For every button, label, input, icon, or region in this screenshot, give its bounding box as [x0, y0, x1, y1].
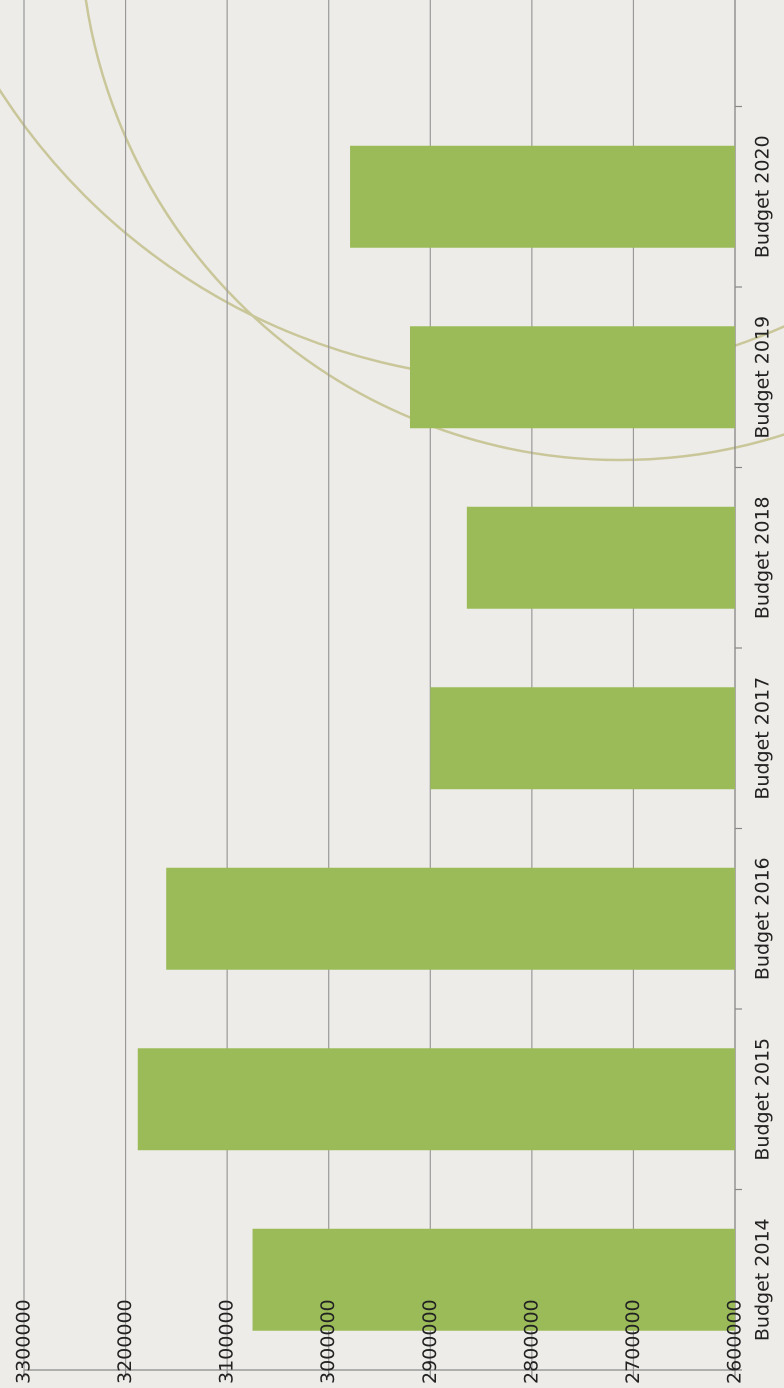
x-tick-label: 2900000	[419, 1299, 441, 1384]
decor-circle	[84, 0, 784, 462]
bar	[252, 1228, 736, 1331]
y-tick-label: Budget 2015	[752, 1038, 774, 1161]
x-tick-label: 3000000	[317, 1299, 339, 1384]
x-tick-label: 2700000	[622, 1299, 644, 1384]
bar	[430, 687, 735, 790]
x-tick-label: 3200000	[114, 1299, 136, 1384]
x-tick-label: 2600000	[724, 1299, 746, 1384]
x-tick-label: 3300000	[13, 1299, 35, 1384]
y-tick-label: Budget 2019	[752, 316, 774, 439]
y-tick-label: Budget 2018	[752, 496, 774, 619]
bar	[166, 867, 735, 970]
x-tick-label: 3100000	[216, 1299, 238, 1384]
y-tick-label: Budget 2016	[752, 857, 774, 980]
x-tick-label: 2800000	[520, 1299, 542, 1384]
y-tick-label: Budget 2014	[752, 1218, 774, 1341]
bar	[137, 1048, 735, 1151]
y-tick-label: Budget 2020	[752, 135, 774, 258]
bar	[466, 506, 735, 609]
bar	[409, 326, 735, 429]
bar	[350, 145, 735, 248]
y-tick-label: Budget 2017	[752, 677, 774, 800]
